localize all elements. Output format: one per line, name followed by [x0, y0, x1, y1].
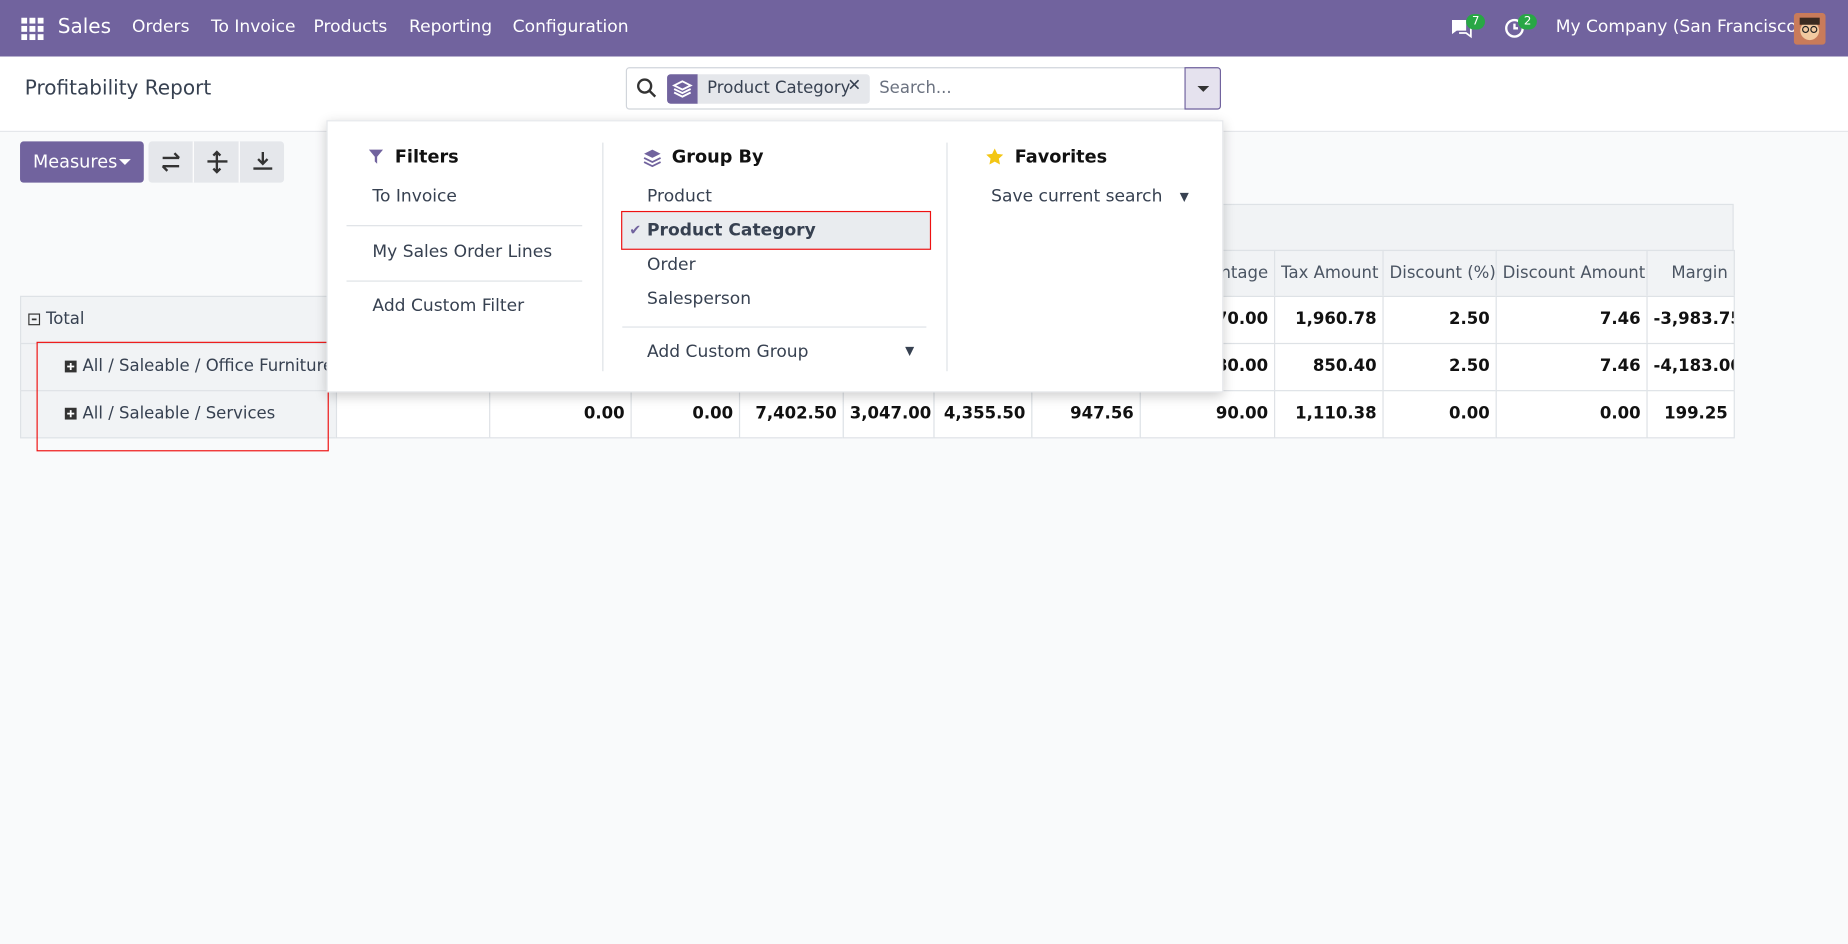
app-name[interactable]: Sales: [57, 15, 112, 39]
value-cell: 2.50: [1382, 342, 1497, 392]
row-label: Total: [45, 309, 85, 329]
search-input[interactable]: Search...: [879, 78, 952, 98]
check: ✔: [629, 221, 642, 239]
menu-item[interactable]: Reporting: [408, 17, 493, 37]
search-toggle[interactable]: [1184, 67, 1221, 110]
company[interactable]: My Company (San Francisco): [1555, 17, 1804, 37]
breadcrumb: Profitability Report: [24, 76, 212, 101]
pivot-buttons[interactable]: [148, 141, 285, 183]
favorite-item[interactable]: Save current search: [991, 187, 1163, 207]
navbar: Sales Orders To Invoice Products Reporting C…: [0, 0, 1848, 57]
filter-item[interactable]: To Invoice: [372, 187, 457, 207]
value-cell: 850.40: [1274, 342, 1384, 392]
column-header[interactable]: Discount Amount: [1495, 249, 1648, 297]
apps-icon[interactable]: [21, 17, 44, 41]
facet: [697, 74, 870, 104]
highlight-rows: [36, 341, 329, 452]
row-label: All / Saleable / Office Furniture: [82, 357, 334, 376]
row-label: All / Saleable / Services: [82, 404, 276, 424]
value-cell: 1,960.78: [1274, 295, 1384, 345]
value-cell: 199.25: [1646, 390, 1735, 439]
value-cell: 7.46: [1495, 342, 1648, 392]
value-cell: 0.00: [1495, 390, 1648, 439]
selected-bg: [621, 210, 932, 250]
value-cell: 3,047.00: [842, 390, 935, 439]
search-icon: [637, 78, 657, 98]
row-header[interactable]: All / Saleable / Services: [20, 390, 338, 439]
groupby-item[interactable]: Order: [647, 255, 696, 275]
groupby-item[interactable]: Product: [647, 187, 712, 207]
filter-item[interactable]: My Sales Order Lines: [372, 242, 553, 262]
value-cell: -3,983.75: [1646, 295, 1735, 345]
caret: ▼: [1179, 190, 1189, 204]
value-cell: 947.56: [1031, 390, 1141, 439]
row-header[interactable]: Total: [20, 295, 338, 345]
menu-item[interactable]: Configuration: [512, 17, 629, 37]
expand-icon[interactable]: [64, 360, 77, 373]
value-cell: 1,110.38: [1274, 390, 1384, 439]
custom-group[interactable]: Add Custom Group: [647, 342, 809, 362]
value-cell: 2.50: [1382, 295, 1497, 345]
facet-label: Product Category: [707, 78, 851, 98]
value-cell: 90.00: [1139, 390, 1276, 439]
messages-badge: 7: [1466, 14, 1486, 30]
avatar[interactable]: [1793, 12, 1826, 45]
value-cell: 7.46: [1495, 295, 1648, 345]
divider: [622, 326, 927, 328]
column-header[interactable]: Discount (%): [1382, 249, 1497, 297]
facet-remove[interactable]: ✕: [847, 76, 862, 96]
value-cell: 7,402.50: [738, 390, 844, 439]
menu-item[interactable]: To Invoice: [210, 17, 296, 37]
favorites-title: Favorites: [1014, 146, 1108, 168]
filter-icon: [368, 149, 384, 164]
divider: [346, 225, 583, 227]
groupby-title: Group By: [671, 146, 764, 168]
search-dropdown: Filters Group By Favorites To Invoice My …: [326, 120, 1224, 393]
caret: ▼: [905, 345, 915, 359]
value-cell: [335, 390, 491, 439]
value-cell: 0.00: [489, 390, 632, 439]
star-icon: [986, 148, 1004, 165]
menu-item[interactable]: Products: [313, 17, 388, 37]
groupby-item[interactable]: Salesperson: [647, 289, 752, 309]
caret: [119, 159, 131, 165]
value-cell: 0.00: [1382, 390, 1497, 439]
menu-item[interactable]: Orders: [131, 17, 190, 37]
expand-icon[interactable]: [64, 407, 77, 420]
value-cell: 0.00: [630, 390, 741, 439]
divider: [346, 280, 583, 282]
activity-badge: 2: [1517, 14, 1538, 30]
facet-icon: [667, 74, 698, 104]
groupby-item[interactable]: Product Category: [647, 221, 816, 241]
group-icon: [643, 149, 661, 168]
value-cell: -4,183.00: [1646, 342, 1735, 392]
column-header[interactable]: Margin: [1646, 249, 1735, 297]
column-header[interactable]: Tax Amount: [1274, 249, 1384, 297]
filter-item[interactable]: Add Custom Filter: [372, 296, 525, 316]
value-cell: 4,355.50: [933, 390, 1033, 439]
collapse-icon[interactable]: [28, 313, 41, 326]
measures-label: Measures: [32, 150, 118, 173]
row-header[interactable]: All / Saleable / Office Furniture: [20, 342, 338, 392]
filters-title: Filters: [394, 146, 459, 168]
